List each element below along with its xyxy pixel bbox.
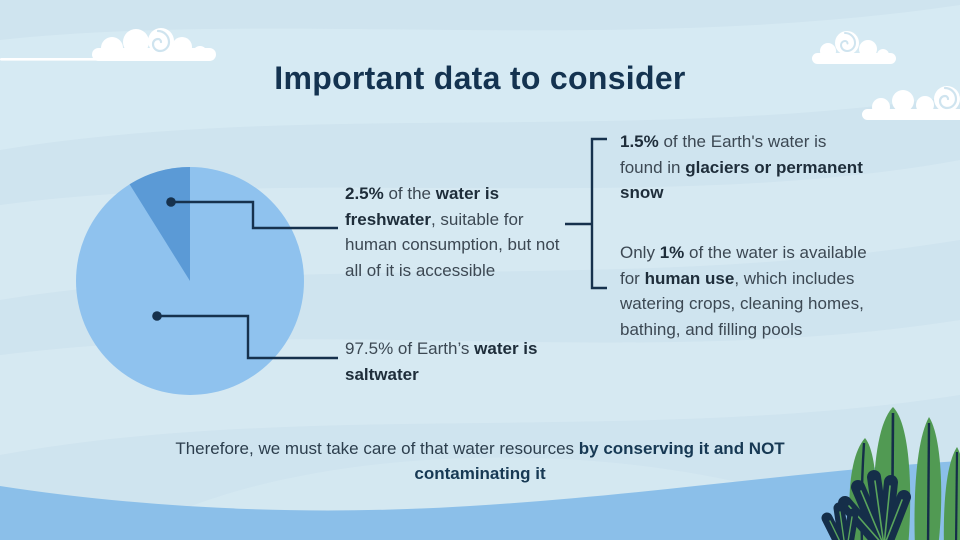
annotation-human-use: Only 1% of the water is available for hu… — [620, 243, 867, 339]
conclusion-text: Therefore, we must take care of that wat… — [175, 439, 785, 483]
connector-line-freshwater — [171, 200, 338, 230]
pie-slice-saltwater — [76, 167, 304, 395]
page-title: Important data to consider — [274, 60, 686, 96]
plant-icon — [821, 407, 960, 540]
annotation-freshwater: 2.5% of the water is freshwater, suitabl… — [345, 184, 560, 280]
cloud-left-icon — [0, 28, 216, 61]
pie-slice-freshwater — [129, 166, 190, 281]
bracket-connector — [590, 137, 607, 290]
connector-dot-freshwater — [166, 197, 176, 207]
connector-line-saltwater — [157, 314, 338, 360]
connector-dot-saltwater — [152, 311, 162, 321]
annotation-glaciers: 1.5% of the Earth's water is found in gl… — [620, 132, 863, 202]
annotation-saltwater: 97.5% of Earth’s water is saltwater — [345, 339, 538, 384]
